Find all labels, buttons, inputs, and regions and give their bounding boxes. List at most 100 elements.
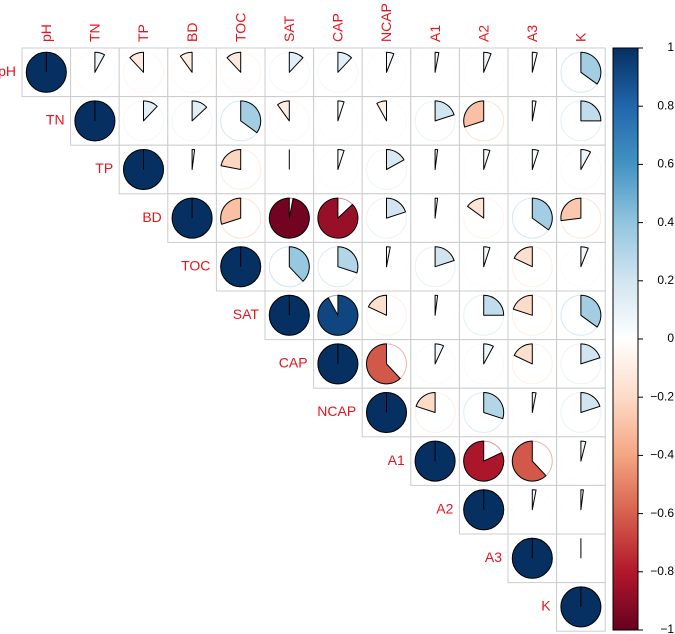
cell-pH-K: [557, 48, 606, 97]
cell-CAP-A1: [411, 340, 460, 389]
cell-TP-BD: [168, 145, 217, 194]
cell-TN-A3: [508, 97, 557, 146]
colorbar-tick-label: −0.2: [650, 389, 674, 403]
cell-A2-K: [557, 485, 606, 534]
column-label-TP: TP: [135, 24, 151, 42]
cell-NCAP-NCAP: [362, 388, 411, 437]
cell-TN-K: [557, 97, 606, 146]
cell-A2-A3: [508, 485, 557, 534]
colorbar-tick-label: 1: [667, 40, 674, 54]
row-label-K: K: [541, 598, 551, 614]
cell-TP-A3: [508, 145, 557, 194]
cell-A1-A2: [459, 437, 508, 486]
cell-pH-A3: [508, 48, 557, 97]
cell-TP-A2: [459, 145, 508, 194]
cell-TP-NCAP: [362, 145, 411, 194]
cell-SAT-A3: [508, 291, 557, 340]
cell-pH-SAT: [265, 48, 314, 97]
cell-TN-A2: [459, 97, 508, 146]
cell-A1-A1: [411, 437, 460, 486]
row-label-pH: pH: [0, 63, 16, 79]
cell-SAT-SAT: [265, 291, 314, 340]
colorbar-tick-label: 0.2: [657, 273, 674, 287]
cell-TN-TOC: [216, 97, 265, 146]
cell-TOC-SAT: [265, 242, 314, 291]
cell-CAP-A3: [508, 340, 557, 389]
cell-TN-A1: [411, 97, 460, 146]
cell-BD-A2: [459, 194, 508, 243]
cell-TOC-K: [557, 242, 606, 291]
cell-pH-NCAP: [362, 48, 411, 97]
cell-SAT-NCAP: [362, 291, 411, 340]
cell-TOC-TOC: [216, 242, 265, 291]
row-label-A1: A1: [388, 452, 405, 468]
cell-TP-A1: [411, 145, 460, 194]
cell-pH-BD: [168, 48, 217, 97]
colorbar-tick-label: 0.8: [657, 98, 674, 112]
pie-mark: [269, 198, 309, 238]
row-label-TOC: TOC: [181, 257, 210, 273]
colorbar: 10.80.60.40.20−0.2−0.4−0.6−0.8−1: [613, 40, 674, 634]
cell-BD-TOC: [216, 194, 265, 243]
column-label-A1: A1: [427, 25, 443, 42]
cell-TN-TN: [71, 97, 120, 146]
cell-SAT-A1: [411, 291, 460, 340]
cell-BD-BD: [168, 194, 217, 243]
row-label-TN: TN: [46, 112, 65, 128]
cell-TN-CAP: [314, 97, 363, 146]
cell-NCAP-A2: [459, 388, 508, 437]
cell-pH-pH: [22, 48, 71, 97]
column-label-NCAP: NCAP: [378, 3, 394, 42]
cell-A2-A2: [459, 485, 508, 534]
cell-TN-BD: [168, 97, 217, 146]
column-label-TOC: TOC: [232, 13, 248, 42]
pie-mark: [318, 295, 358, 335]
cell-TOC-NCAP: [362, 242, 411, 291]
column-label-pH: pH: [38, 24, 54, 42]
row-label-CAP: CAP: [279, 355, 308, 371]
cell-TP-TP: [119, 145, 168, 194]
cell-BD-SAT: [265, 194, 314, 243]
column-labels: pH TN TP BD TOC SAT CAP NCAP A1 A2 A3 K: [38, 3, 589, 42]
cell-BD-NCAP: [362, 194, 411, 243]
cell-CAP-NCAP: [362, 340, 411, 389]
row-label-A3: A3: [485, 549, 502, 565]
column-label-BD: BD: [184, 23, 200, 42]
cell-NCAP-K: [557, 388, 606, 437]
colorbar-tick-label: 0.4: [657, 215, 674, 229]
colorbar-tick-label: −0.8: [650, 564, 674, 578]
column-label-CAP: CAP: [330, 13, 346, 42]
cell-TN-TP: [119, 97, 168, 146]
cell-SAT-CAP: [314, 291, 363, 340]
row-label-A2: A2: [436, 500, 453, 516]
cell-A3-K: [557, 534, 606, 583]
cell-A3-A3: [508, 534, 557, 583]
cell-TP-CAP: [314, 145, 363, 194]
column-label-K: K: [573, 32, 589, 42]
cell-A1-A3: [508, 437, 557, 486]
cell-BD-CAP: [314, 194, 363, 243]
cell-BD-A3: [508, 194, 557, 243]
colorbar-tick-label: −0.4: [650, 448, 674, 462]
column-label-A2: A2: [475, 25, 491, 42]
colorbar-tick-label: 0: [667, 331, 674, 345]
cell-NCAP-A1: [411, 388, 460, 437]
cell-pH-CAP: [314, 48, 363, 97]
cell-TP-K: [557, 145, 606, 194]
cell-TOC-CAP: [314, 242, 363, 291]
column-label-A3: A3: [524, 25, 540, 42]
colorbar-tick-label: 0.6: [657, 157, 674, 171]
row-label-BD: BD: [142, 209, 161, 225]
cell-A1-K: [557, 437, 606, 486]
colorbar-gradient: [613, 48, 638, 630]
row-label-SAT: SAT: [233, 306, 260, 322]
cell-SAT-K: [557, 291, 606, 340]
cell-CAP-K: [557, 340, 606, 389]
cell-TN-NCAP: [362, 97, 411, 146]
cell-TOC-A3: [508, 242, 557, 291]
colorbar-tick-label: −1: [660, 622, 674, 634]
cell-pH-TN: [71, 48, 120, 97]
cell-pH-A2: [459, 48, 508, 97]
cell-CAP-A2: [459, 340, 508, 389]
cell-pH-TP: [119, 48, 168, 97]
